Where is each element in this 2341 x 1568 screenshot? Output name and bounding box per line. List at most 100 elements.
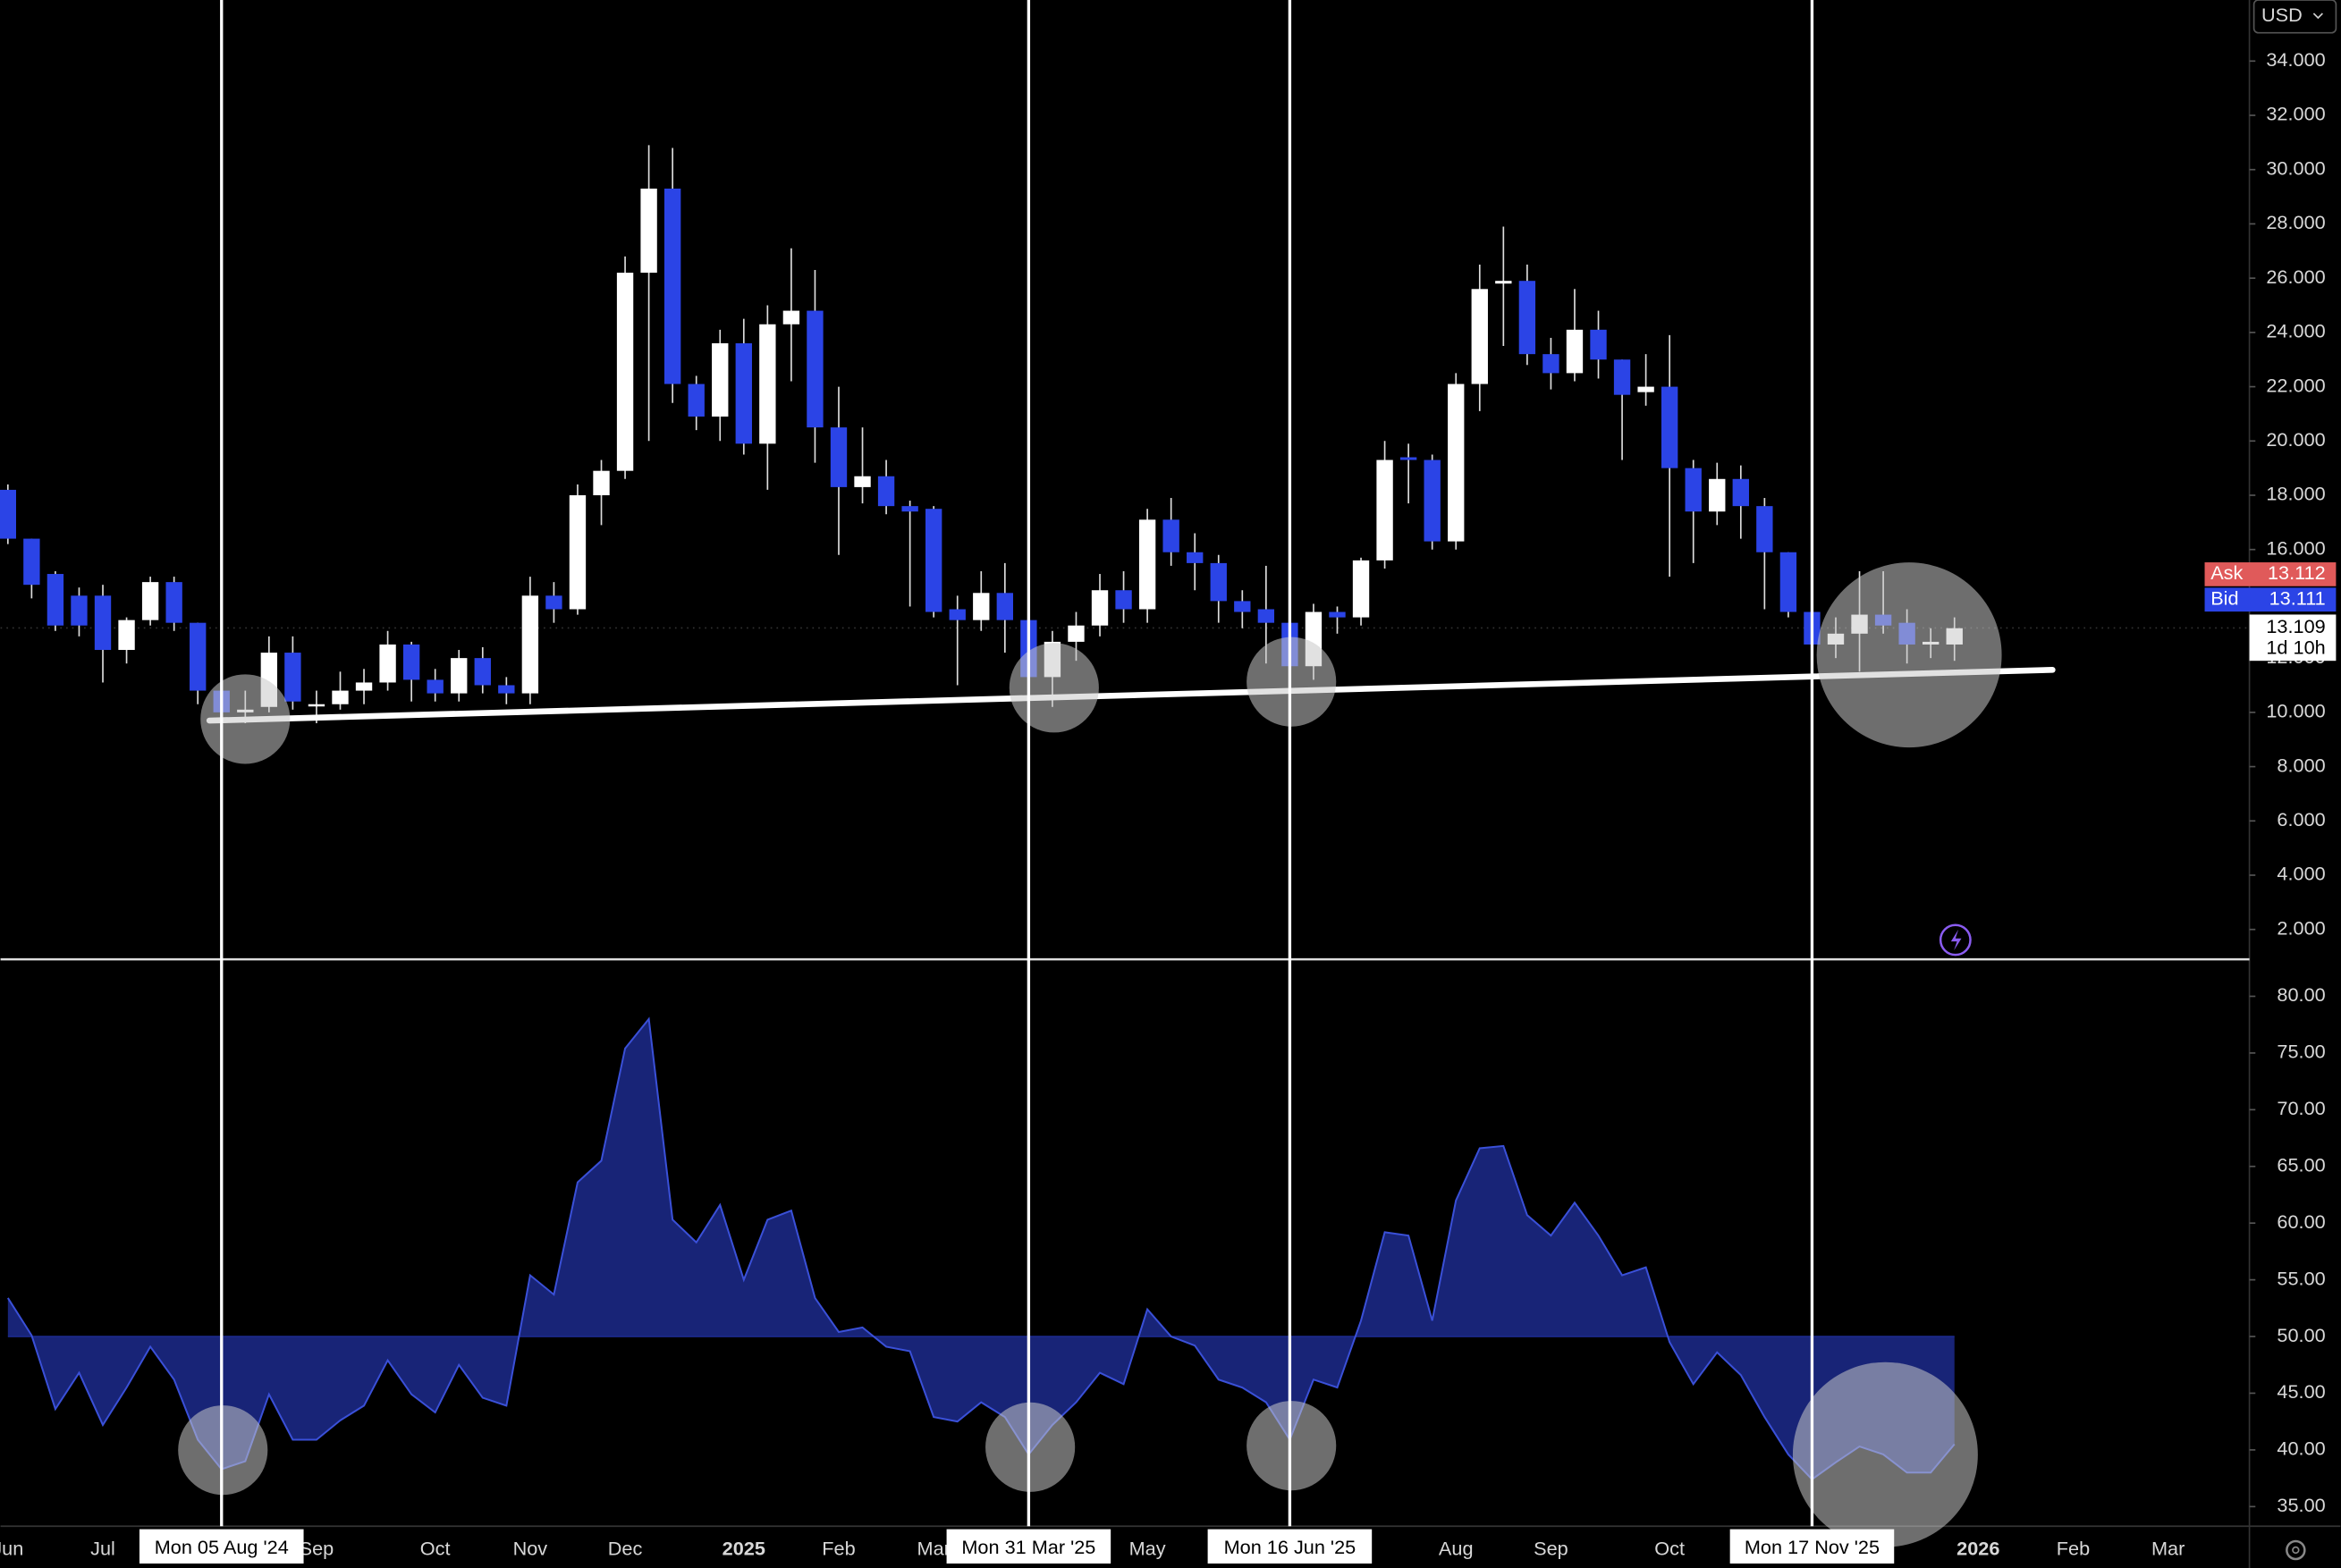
highlight-circle bbox=[985, 1402, 1076, 1492]
candle-body bbox=[355, 682, 373, 691]
candle-body bbox=[1471, 289, 1488, 384]
y-tick-label: 24.000 bbox=[2266, 320, 2325, 342]
x-tick-label: Oct bbox=[1654, 1538, 1685, 1560]
candle-body bbox=[308, 704, 325, 707]
x-tick-label: Dec bbox=[608, 1538, 643, 1560]
candle-body bbox=[1542, 354, 1559, 374]
candle-body bbox=[877, 476, 895, 507]
x-tick-label: Mar bbox=[2151, 1538, 2185, 1560]
candle-body bbox=[1566, 329, 1584, 374]
y-tick-label: 75.00 bbox=[2277, 1041, 2325, 1063]
candle-body bbox=[94, 595, 112, 651]
candle-body bbox=[1138, 519, 1156, 610]
candle-body bbox=[1329, 611, 1346, 618]
candle-body bbox=[688, 384, 705, 417]
highlight-circle bbox=[1816, 562, 2002, 748]
highlight-circle bbox=[1009, 643, 1099, 733]
candle-body bbox=[141, 582, 159, 620]
y-tick-label: 16.000 bbox=[2266, 536, 2325, 559]
y-tick-label: 6.000 bbox=[2277, 808, 2325, 830]
candle-body bbox=[807, 310, 824, 428]
y-tick-label: 4.000 bbox=[2277, 863, 2325, 885]
currency-label[interactable]: USD bbox=[2261, 4, 2303, 26]
candle-body bbox=[190, 622, 207, 691]
x-tick-label: Jul bbox=[90, 1538, 115, 1560]
candle-body bbox=[1661, 386, 1678, 468]
candle-body bbox=[1257, 609, 1275, 623]
candle-body bbox=[1068, 625, 1085, 642]
candle-body bbox=[712, 343, 729, 417]
y-tick-label: 80.00 bbox=[2277, 983, 2325, 1006]
candle-body bbox=[735, 343, 752, 444]
candle-body bbox=[1732, 478, 1749, 507]
candle-body bbox=[1709, 478, 1726, 512]
candle-body bbox=[1115, 590, 1132, 610]
gear-icon[interactable] bbox=[2286, 1539, 2306, 1561]
currency-button[interactable]: USD bbox=[2252, 0, 2337, 34]
candle-body bbox=[521, 595, 539, 694]
gear-hub[interactable] bbox=[2292, 1546, 2300, 1555]
bid-box bbox=[2204, 587, 2337, 612]
candle-body bbox=[1210, 562, 1227, 602]
trendline bbox=[206, 666, 2056, 724]
y-tick-label: 10.000 bbox=[2266, 700, 2325, 722]
y-tick-label: 26.000 bbox=[2266, 266, 2325, 288]
y-tick-label: 34.000 bbox=[2266, 48, 2325, 71]
y-tick-label: 55.00 bbox=[2277, 1267, 2325, 1289]
candle-body bbox=[46, 574, 64, 626]
chevron[interactable] bbox=[2312, 13, 2323, 20]
ask-value: 13.112 bbox=[2268, 561, 2326, 584]
candle-body bbox=[593, 470, 610, 496]
y-tick-label: 8.000 bbox=[2277, 754, 2325, 776]
candle-body bbox=[1352, 560, 1370, 618]
candle-body bbox=[451, 658, 468, 694]
x-tick-label: 2025 bbox=[723, 1538, 765, 1560]
candle-body bbox=[1637, 386, 1654, 392]
candle-body bbox=[854, 476, 871, 487]
candle-body bbox=[1685, 468, 1702, 512]
candle-body bbox=[996, 593, 1014, 620]
candle-body bbox=[379, 644, 396, 683]
x-tick-label: Aug bbox=[1439, 1538, 1474, 1560]
y-tick-label: 20.000 bbox=[2266, 428, 2325, 451]
candle-body bbox=[782, 310, 800, 325]
candle-body bbox=[427, 679, 444, 694]
candle-body bbox=[1448, 384, 1465, 542]
candle-body bbox=[71, 595, 88, 626]
x-tick-label: Oct bbox=[420, 1538, 451, 1560]
crosshair-label-box bbox=[946, 1529, 1111, 1564]
currency-box[interactable] bbox=[2252, 0, 2337, 34]
lightning-icon[interactable] bbox=[1950, 929, 1962, 951]
candle-body bbox=[663, 188, 681, 384]
candle-body bbox=[569, 495, 587, 610]
lightning-ring[interactable] bbox=[1939, 923, 1972, 957]
crosshair-label-box bbox=[1207, 1529, 1373, 1564]
candle-body bbox=[1495, 281, 1512, 284]
candle-body bbox=[616, 273, 634, 471]
y-tick-label: 45.00 bbox=[2277, 1380, 2325, 1403]
candle-body bbox=[640, 188, 657, 274]
settings-button[interactable] bbox=[2286, 1539, 2306, 1561]
area-line bbox=[6, 1016, 1956, 1481]
candle-body bbox=[23, 538, 40, 586]
candle-body bbox=[1162, 519, 1179, 552]
y-tick-label: 50.00 bbox=[2277, 1324, 2325, 1346]
y-tick-label: 35.00 bbox=[2277, 1494, 2325, 1516]
candle-body bbox=[1091, 590, 1109, 626]
highlight-circle bbox=[200, 674, 291, 764]
crosshair-label-box bbox=[1729, 1529, 1895, 1564]
lightning-button[interactable] bbox=[1939, 923, 1972, 957]
y-tick-label: 28.000 bbox=[2266, 211, 2325, 233]
x-tick-label: Sep bbox=[1534, 1538, 1568, 1560]
candle-body bbox=[1613, 359, 1631, 395]
candle-body bbox=[165, 582, 182, 623]
candle-body bbox=[925, 509, 942, 612]
bid-label: Bid bbox=[2210, 586, 2238, 609]
candle-body bbox=[949, 609, 966, 620]
x-tick-label: Nov bbox=[513, 1538, 548, 1560]
x-tick-label: Mar bbox=[917, 1538, 951, 1560]
y-tick-label: 65.00 bbox=[2277, 1153, 2325, 1176]
x-tick-label: Feb bbox=[822, 1538, 855, 1560]
